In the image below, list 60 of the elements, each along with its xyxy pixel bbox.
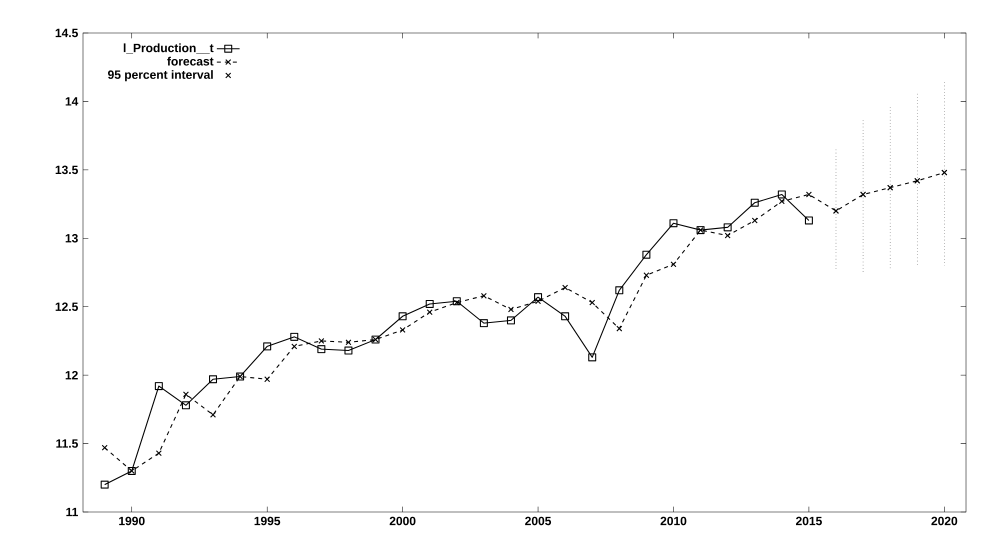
point: [263, 342, 272, 350]
point: [452, 297, 461, 306]
y-tick-label: 11.5: [56, 439, 78, 448]
x-tick-label: 2015: [796, 516, 822, 526]
point: [154, 382, 163, 390]
point: [182, 401, 190, 410]
point: [210, 412, 216, 418]
point: [588, 353, 596, 362]
point: [752, 218, 758, 224]
point: [480, 319, 488, 328]
y-tick-label: 12.5: [56, 302, 78, 311]
y-tick-label: 13: [66, 234, 78, 243]
point: [182, 391, 189, 398]
point: [724, 223, 732, 232]
x-tick-label: 2005: [525, 516, 552, 526]
point: [209, 375, 218, 384]
point: [806, 192, 812, 198]
point: [535, 298, 542, 304]
point: [778, 198, 785, 204]
point: [426, 309, 433, 316]
y-tick-label: 12: [66, 370, 78, 380]
x-tick-label: 2000: [390, 516, 416, 526]
point: [561, 312, 570, 320]
legend-label: l_Production__t: [124, 43, 214, 54]
legend-label: 95 percent interval: [108, 70, 213, 82]
point: [264, 376, 270, 382]
point: [480, 292, 487, 299]
point: [426, 300, 434, 308]
point: [506, 316, 515, 324]
point: [589, 300, 596, 306]
point: [291, 343, 298, 350]
x-tick-label: 1995: [254, 516, 280, 526]
point: [100, 480, 109, 489]
x-tick-label: 2020: [931, 516, 958, 526]
x-tick-label: 1990: [119, 516, 145, 526]
y-tick-label: 14: [66, 97, 78, 106]
y-tick-label: 13.5: [56, 166, 78, 174]
point: [642, 250, 650, 259]
y-tick-label: 11: [66, 508, 78, 516]
point: [778, 190, 786, 198]
point: [615, 286, 624, 294]
point: [534, 293, 542, 302]
point: [400, 326, 406, 333]
x-tick-label: 2010: [660, 516, 686, 526]
point: [156, 450, 162, 456]
point: [669, 219, 678, 228]
point: [454, 300, 460, 306]
point: [508, 306, 514, 312]
point: [670, 261, 676, 268]
point: [616, 326, 622, 332]
point: [750, 198, 759, 207]
point: [643, 272, 650, 278]
point: [804, 216, 813, 224]
y-tick-label: 14.5: [56, 28, 78, 38]
point: [562, 284, 568, 291]
point: [290, 332, 298, 341]
legend-label: forecast: [167, 56, 214, 66]
point: [724, 232, 731, 239]
point: [398, 312, 407, 320]
point: [102, 444, 108, 451]
